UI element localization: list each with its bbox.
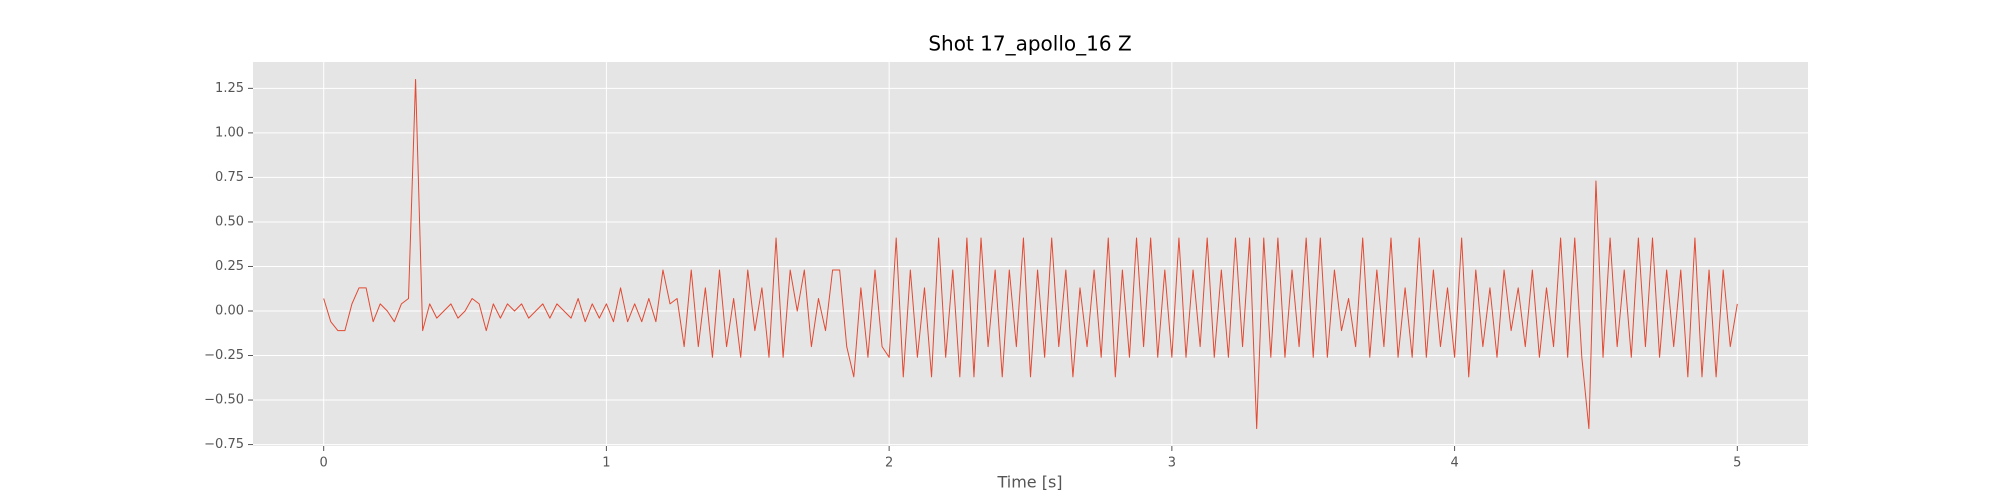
x-tick-label: 5 [1733,456,1741,471]
x-tick-label: 2 [885,456,893,471]
y-tick-label: 1.25 [215,81,244,96]
y-tick-label: 0.25 [215,259,244,274]
chart-title: Shot 17_apollo_16 Z [928,32,1131,56]
y-tick-label: 1.00 [215,125,244,140]
x-tick-label: 3 [1168,456,1176,471]
y-tick-label: 0.50 [215,214,244,229]
y-tick-label: −0.25 [204,348,244,363]
y-tick-label: −0.75 [204,437,244,452]
y-tick-label: −0.50 [204,393,244,408]
signal-line [323,78,1738,430]
x-tick-label: 0 [320,456,328,471]
x-axis-label: Time [s] [996,473,1062,492]
x-tick-label: 4 [1450,456,1458,471]
plot-area [253,62,1808,446]
y-tick-label: 0.75 [215,170,244,185]
y-tick-label: 0.00 [215,303,244,318]
x-tick-label: 1 [602,456,610,471]
